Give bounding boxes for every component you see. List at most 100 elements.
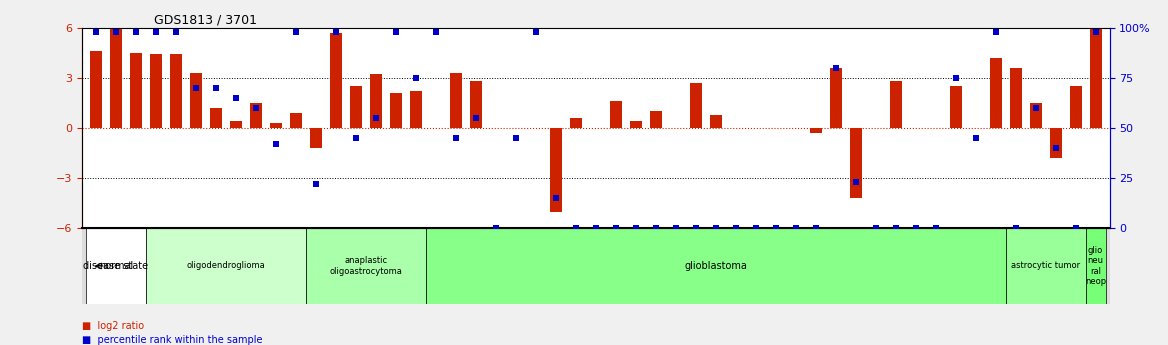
Point [606, 226, 625, 231]
Bar [649, 111, 661, 128]
Point [347, 135, 366, 141]
Text: GDS1813 / 3701: GDS1813 / 3701 [154, 13, 257, 27]
Point [1047, 145, 1065, 151]
Text: normal: normal [98, 261, 133, 271]
Point [847, 179, 865, 185]
Point [887, 226, 905, 231]
Point [187, 85, 206, 91]
Bar [310, 128, 321, 148]
Point [946, 75, 965, 80]
Bar [290, 113, 301, 128]
Text: anaplastic
oligoastrocytoma: anaplastic oligoastrocytoma [329, 256, 402, 276]
Point [106, 29, 125, 34]
Point [986, 29, 1004, 34]
FancyBboxPatch shape [1085, 228, 1106, 304]
Point [626, 226, 645, 231]
Point [367, 115, 385, 121]
Text: ■  log2 ratio: ■ log2 ratio [82, 321, 144, 331]
Bar [849, 128, 862, 198]
Point [566, 226, 585, 231]
Bar [570, 118, 582, 128]
Bar [169, 55, 182, 128]
Point [726, 226, 745, 231]
FancyBboxPatch shape [306, 228, 425, 304]
Text: astrocytic tumor: astrocytic tumor [1011, 262, 1080, 270]
Point [966, 135, 985, 141]
Point [786, 226, 805, 231]
Bar [1090, 29, 1101, 128]
Point [166, 29, 185, 34]
Point [1027, 105, 1045, 111]
Bar [710, 115, 722, 128]
FancyBboxPatch shape [85, 228, 146, 304]
FancyBboxPatch shape [1006, 228, 1085, 304]
Point [926, 226, 945, 231]
Bar [689, 83, 702, 128]
Point [86, 29, 105, 34]
Point [906, 226, 925, 231]
Bar [270, 123, 281, 128]
Point [826, 65, 844, 70]
Text: disease state: disease state [83, 261, 148, 271]
Point [227, 95, 245, 101]
Point [207, 85, 225, 91]
Bar [890, 81, 902, 128]
Text: oligodendroglioma: oligodendroglioma [187, 262, 265, 270]
Point [527, 29, 545, 34]
Point [406, 75, 425, 80]
Point [646, 226, 665, 231]
Point [806, 226, 825, 231]
Point [466, 115, 485, 121]
Point [586, 226, 605, 231]
Bar [950, 86, 961, 128]
Point [547, 196, 565, 201]
Point [486, 226, 505, 231]
Bar [1050, 128, 1062, 158]
Point [326, 29, 345, 34]
Bar [390, 93, 402, 128]
Bar [450, 73, 461, 128]
Point [666, 226, 684, 231]
Bar [610, 101, 621, 128]
FancyBboxPatch shape [425, 228, 1006, 304]
Bar [550, 128, 562, 211]
Point [426, 29, 445, 34]
Bar [1030, 103, 1042, 128]
Bar [329, 33, 342, 128]
Point [286, 29, 305, 34]
Bar [1070, 86, 1082, 128]
Bar [250, 103, 262, 128]
Bar [130, 53, 141, 128]
Text: ■  percentile rank within the sample: ■ percentile rank within the sample [82, 335, 263, 345]
Bar [90, 51, 102, 128]
FancyBboxPatch shape [146, 228, 306, 304]
Point [1086, 29, 1105, 34]
Bar [370, 75, 382, 128]
Bar [470, 81, 481, 128]
Bar [110, 29, 121, 128]
Bar [1009, 68, 1022, 128]
Point [1066, 226, 1085, 231]
Point [1007, 226, 1026, 231]
Text: glio
neu
ral
neop: glio neu ral neop [1085, 246, 1106, 286]
Point [746, 226, 765, 231]
Bar [630, 121, 641, 128]
Point [306, 181, 325, 187]
Point [446, 135, 465, 141]
Point [387, 29, 405, 34]
Point [507, 135, 526, 141]
Bar [349, 86, 362, 128]
Point [246, 105, 265, 111]
Bar [150, 55, 161, 128]
Bar [829, 68, 842, 128]
Bar [989, 58, 1002, 128]
Point [687, 226, 705, 231]
Point [766, 226, 785, 231]
Text: glioblastoma: glioblastoma [684, 261, 748, 271]
Bar [410, 91, 422, 128]
Bar [189, 73, 202, 128]
Point [707, 226, 725, 231]
Bar [210, 108, 222, 128]
Point [266, 141, 285, 147]
Point [867, 226, 885, 231]
